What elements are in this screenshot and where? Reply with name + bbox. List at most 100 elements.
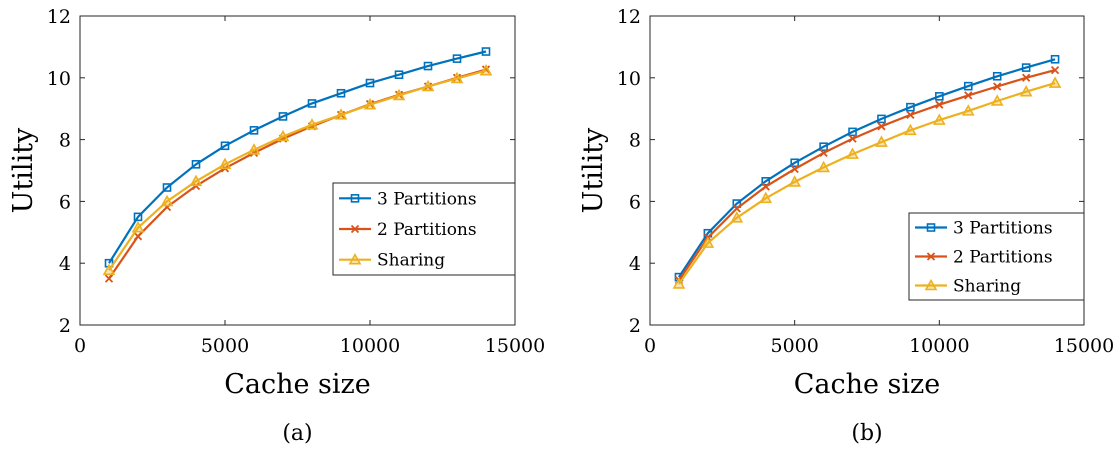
y-tick-label: 8 <box>629 130 641 152</box>
series-3-partitions-line <box>677 58 1056 278</box>
legend-entry-2-partitions-marker <box>350 224 360 234</box>
series-2-partitions-point <box>906 110 915 120</box>
series-2-partitions-point <box>1021 73 1031 82</box>
series-2-partitions-point-stroke-2 <box>104 274 114 283</box>
legend-entry-3-partitions: 3 Partitions <box>915 219 1053 239</box>
series-2-partitions-point <box>790 164 799 174</box>
series-3-partitions-point <box>1050 54 1060 64</box>
series-3-partitions-point <box>365 78 375 88</box>
series-2-partitions-point-stroke-2 <box>1021 73 1031 82</box>
legend-entry-3-partitions-marker <box>350 194 360 203</box>
chart-a: 0 5000 10000 15000 2 4 6 8 10 12 Cache size Utility… <box>8 6 545 446</box>
series-sharing-line <box>678 82 1056 285</box>
series-3-partitions-point <box>1021 63 1031 72</box>
series-2-partitions-point <box>877 122 886 131</box>
series-sharing-point <box>450 71 464 84</box>
y-tick-label: 10 <box>47 68 71 90</box>
series-2-partitions-line <box>677 69 1056 281</box>
series-3-partitions-point <box>481 47 491 56</box>
series-3-partitions-point <box>992 71 1002 81</box>
x-tick-label: 10000 <box>909 335 969 357</box>
series-sharing-point <box>672 277 686 289</box>
series-sharing <box>672 76 1062 289</box>
legend-entry-2-partitions-label: 2 Partitions <box>953 248 1053 268</box>
legend-entry-3-partitions-marker <box>926 223 936 232</box>
series-3-partitions-point <box>423 61 433 71</box>
series-sharing-point <box>334 108 348 120</box>
series-sharing-point <box>759 191 773 204</box>
series-2-partitions-point-stroke-2 <box>877 122 886 131</box>
series-sharing-point <box>305 118 319 130</box>
legend-entry-sharing: Sharing <box>339 251 445 271</box>
series-2-partitions-point-stroke-2 <box>732 204 741 213</box>
series-sharing-point <box>392 88 406 101</box>
chart-b: 0 5000 10000 15000 2 4 6 8 10 12 Cache size Utility… <box>578 6 1114 446</box>
series-2-partitions-point <box>848 134 857 143</box>
series-2-partitions-point-stroke-2 <box>819 148 828 158</box>
series-2-partitions-point-stroke-2 <box>935 100 944 109</box>
series-2-partitions-point-stroke-2 <box>790 164 799 174</box>
legend-entry-3-partitions: 3 Partitions <box>339 189 477 209</box>
series-sharing-point <box>247 143 261 155</box>
y-tick-label: 12 <box>47 6 71 28</box>
x-tick-label: 10000 <box>340 335 400 357</box>
series-2-partitions-point <box>819 148 828 158</box>
series-sharing-point <box>1048 76 1062 88</box>
legend-entry-sharing-label: Sharing <box>377 251 445 271</box>
x-axis-label: Cache size <box>224 369 371 400</box>
x-tick-label: 0 <box>74 335 86 357</box>
series-sharing-point <box>479 64 493 76</box>
legend: 3 Partitions 2 Partitions Sharing <box>332 182 516 276</box>
series-3-partitions-point <box>848 127 857 137</box>
series-3-partitions-point <box>906 102 915 112</box>
y-tick-label: 12 <box>617 6 641 28</box>
x-tick-label: 0 <box>644 335 656 357</box>
series-3-partitions-point <box>162 183 172 192</box>
legend-entry-sharing: Sharing <box>915 277 1021 297</box>
legend-entry-2-partitions-marker-stroke-2 <box>926 252 936 261</box>
series-sharing-point <box>990 94 1004 106</box>
series-sharing-point <box>932 113 946 125</box>
legend-entry-sharing-marker <box>348 253 362 265</box>
series-sharing <box>102 64 493 276</box>
series-3-partitions-point <box>935 92 944 101</box>
series-3-partitions-point <box>220 141 230 151</box>
legend-entry-2-partitions-label: 2 Partitions <box>377 220 477 240</box>
series-3-partitions-point <box>278 112 288 121</box>
y-tick-label: 6 <box>629 191 641 213</box>
series-2-partitions-point-stroke-2 <box>848 134 857 143</box>
series-2-partitions-point <box>104 274 114 283</box>
y-tick-label: 6 <box>59 191 71 213</box>
y-axis-label: Utility <box>8 127 39 213</box>
series-3-partitions-point <box>133 212 143 222</box>
series-sharing-point <box>131 221 145 233</box>
series-2-partitions-point-stroke-2 <box>964 91 973 100</box>
series-2-partitions-point-stroke-2 <box>993 82 1002 91</box>
legend: 3 Partitions 2 Partitions Sharing <box>908 212 1085 301</box>
series-sharing-point <box>1019 85 1033 97</box>
y-tick-label: 2 <box>59 315 71 337</box>
series-3-partitions-point <box>249 126 259 135</box>
series-3-partitions-point <box>761 177 771 186</box>
series-2-partitions-point <box>133 232 143 241</box>
series-3-partitions-point <box>790 158 799 168</box>
series-2-partitions-point-stroke-2 <box>906 110 915 120</box>
x-tick-label: 15000 <box>1054 335 1114 357</box>
series-sharing-point <box>846 147 859 159</box>
series-3-partitions-point <box>307 99 317 108</box>
series-sharing-point <box>788 175 802 187</box>
legend-entry-2-partitions: 2 Partitions <box>339 220 477 240</box>
series-sharing-point <box>730 211 744 223</box>
series-3-partitions-point <box>877 114 886 124</box>
series-2-partitions-point <box>964 91 973 100</box>
series-sharing-point <box>363 98 377 110</box>
series-2-partitions-point <box>732 204 741 213</box>
y-tick-label: 2 <box>629 315 641 337</box>
series-sharing-point <box>904 123 917 136</box>
x-axis-label: Cache size <box>794 369 941 400</box>
series-2-partitions-point-stroke-2 <box>133 232 143 241</box>
series-2-partitions-point-stroke-2 <box>1050 65 1060 75</box>
y-tick-label: 8 <box>59 130 71 152</box>
series-3-partitions-point <box>452 54 462 63</box>
